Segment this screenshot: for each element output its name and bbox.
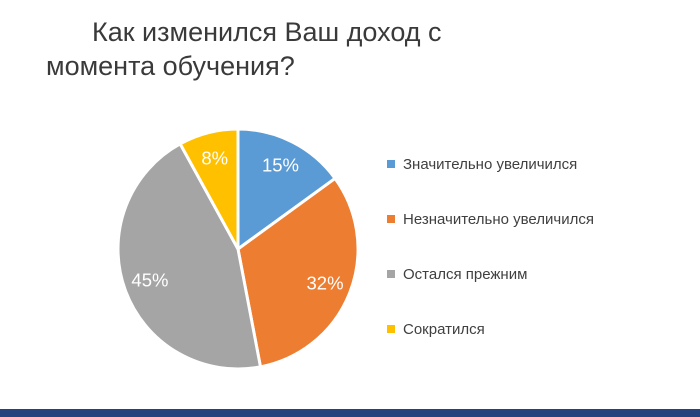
legend-item-significantly-increased: Значительно увеличился	[387, 155, 577, 173]
legend-label: Остался прежним	[403, 265, 528, 283]
pie-chart-area: 15% 32% 45% 8%	[114, 125, 362, 373]
pie-chart: 15% 32% 45% 8%	[116, 127, 360, 371]
legend-item-slightly-increased: Незначительно увеличился	[387, 210, 594, 228]
legend-item-decreased: Сократился	[387, 320, 485, 338]
chart-title-line2: момента обучения?	[46, 51, 295, 81]
pie-slice-1	[236, 176, 360, 369]
legend-label: Значительно увеличился	[403, 155, 578, 173]
footer-accent-bar	[0, 409, 700, 417]
pie-data-label-2: 45%	[131, 270, 168, 291]
legend-label: Сократился	[403, 320, 485, 338]
legend-swatch-1	[387, 215, 395, 223]
pie-slice-3	[178, 127, 240, 251]
pie-data-label-3: 8%	[201, 147, 228, 168]
pie-data-label-1: 32%	[307, 272, 344, 293]
legend-swatch-3	[387, 325, 395, 333]
legend-swatch-0	[387, 160, 395, 168]
legend-label: Незначительно увеличился	[403, 210, 594, 228]
legend-swatch-2	[387, 270, 395, 278]
chart-title-line1: Как изменился Ваш доход с	[92, 17, 442, 47]
pie-data-label-0: 15%	[262, 155, 299, 176]
pie-slice-0	[236, 127, 337, 251]
pie-slice-2	[116, 142, 262, 371]
legend-item-stayed-same: Остался прежним	[387, 265, 527, 283]
